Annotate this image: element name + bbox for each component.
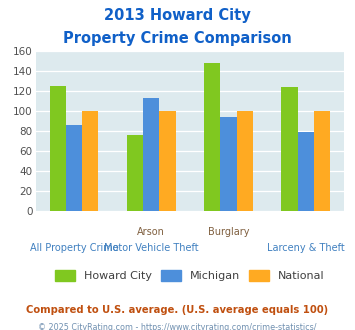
Text: All Property Crime: All Property Crime xyxy=(30,243,119,253)
Bar xyxy=(127,135,143,211)
Bar xyxy=(297,132,314,211)
Legend: Howard City, Michigan, National: Howard City, Michigan, National xyxy=(51,266,329,286)
Text: Motor Vehicle Theft: Motor Vehicle Theft xyxy=(104,243,199,253)
Bar xyxy=(50,86,66,211)
Bar xyxy=(159,111,176,211)
Bar xyxy=(282,87,297,211)
Text: Burglary: Burglary xyxy=(208,227,249,237)
Bar xyxy=(204,63,220,211)
Bar xyxy=(66,125,82,211)
Text: Compared to U.S. average. (U.S. average equals 100): Compared to U.S. average. (U.S. average … xyxy=(26,305,329,315)
Text: © 2025 CityRating.com - https://www.cityrating.com/crime-statistics/: © 2025 CityRating.com - https://www.city… xyxy=(38,323,317,330)
Bar xyxy=(237,111,253,211)
Text: 2013 Howard City: 2013 Howard City xyxy=(104,8,251,23)
Bar xyxy=(220,117,237,211)
Bar xyxy=(314,111,330,211)
Bar xyxy=(143,98,159,211)
Bar xyxy=(82,111,98,211)
Text: Larceny & Theft: Larceny & Theft xyxy=(267,243,345,253)
Text: Property Crime Comparison: Property Crime Comparison xyxy=(63,31,292,46)
Text: Arson: Arson xyxy=(137,227,165,237)
